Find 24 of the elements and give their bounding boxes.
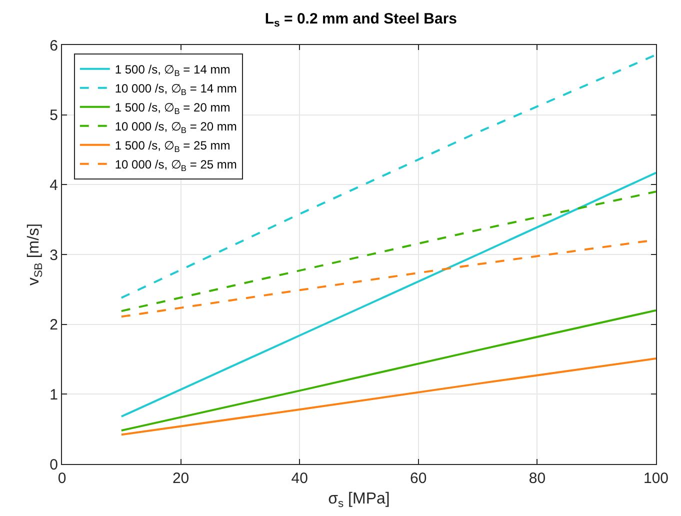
y-tick-label: 5 (50, 107, 58, 124)
y-tick-label: 4 (50, 176, 58, 194)
legend-label: 1 500 /s, ∅$_{B}$ = 25 mm (114, 138, 230, 154)
y-tick-label: 6 (50, 37, 58, 54)
y-tick-label: 3 (50, 246, 58, 264)
legend-label: 1 500 /s, ∅$_{B}$ = 20 mm (114, 100, 230, 116)
line-series (120, 358, 656, 436)
y-tick-label: 0 (50, 456, 58, 474)
x-tick-label: 80 (528, 470, 546, 487)
legend-label: 10 000 /s, ∅$_{B}$ = 20 mm (114, 120, 237, 136)
line-series (120, 190, 656, 312)
x-axis-title: σ$_{s}$ [MPa] (328, 490, 390, 510)
x-tick-label: 40 (291, 470, 308, 487)
line-series (120, 309, 656, 432)
x-tick-label: 60 (410, 470, 427, 487)
legend-label: 1 500 /s, ∅$_{B}$ = 14 mm (114, 62, 230, 78)
y-tick-label: 1 (50, 386, 58, 404)
x-tick-label: 100 (643, 470, 669, 487)
y-tick-label: 2 (50, 316, 58, 334)
x-tick-label: 20 (172, 470, 190, 487)
line-series (120, 172, 656, 418)
legend-label: 10 000 /s, ∅$_{B}$ = 25 mm (114, 158, 237, 174)
legend-label: 10 000 /s, ∅$_{B}$ = 14 mm (114, 82, 237, 98)
chart-title: L$_{s}$ = 0.2 mm and Steel Bars (264, 10, 458, 30)
